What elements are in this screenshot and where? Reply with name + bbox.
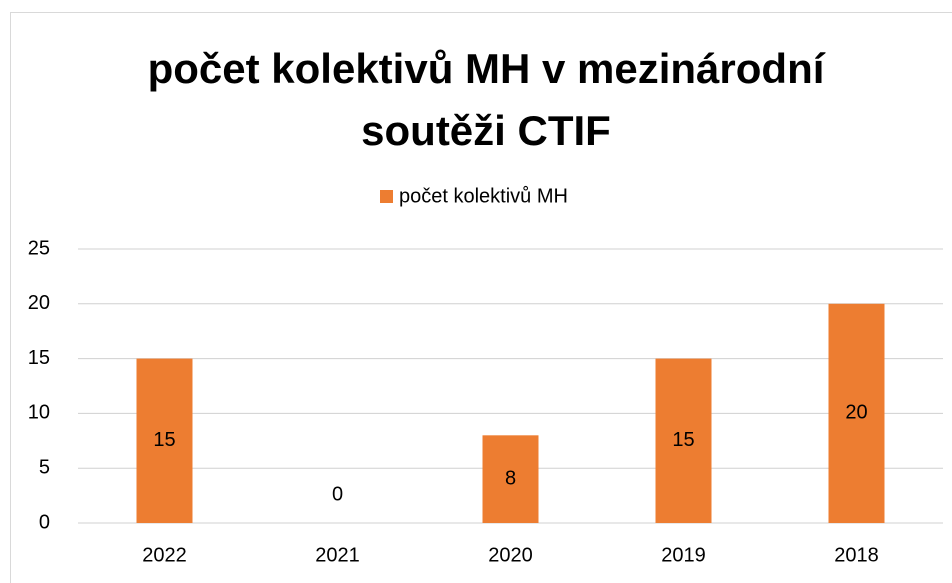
y-tick-label: 25 [28, 237, 50, 259]
x-tick-label: 2020 [488, 544, 533, 566]
chart-border [10, 12, 952, 583]
data-label: 20 [845, 402, 867, 424]
data-label: 8 [505, 467, 516, 489]
y-tick-label: 15 [28, 347, 50, 369]
bar [482, 435, 539, 523]
x-tick-label: 2021 [315, 544, 360, 566]
y-tick-label: 20 [28, 292, 50, 314]
x-tick-label: 2022 [142, 544, 187, 566]
chart-title: počet kolektivů MH v mezinárodní soutěži… [147, 45, 825, 154]
legend-label: počet kolektivů MH [399, 185, 568, 207]
legend-swatch [380, 190, 393, 203]
y-tick-label: 10 [28, 402, 50, 424]
data-label: 15 [672, 429, 694, 451]
x-tick-label: 2018 [834, 544, 879, 566]
y-tick-label: 5 [39, 456, 50, 478]
bar [828, 303, 885, 523]
x-tick-label: 2019 [661, 544, 706, 566]
y-tick-label: 0 [39, 511, 50, 533]
data-label: 0 [332, 483, 343, 505]
data-label: 15 [153, 429, 175, 451]
bar [655, 358, 712, 523]
bar [136, 358, 193, 523]
